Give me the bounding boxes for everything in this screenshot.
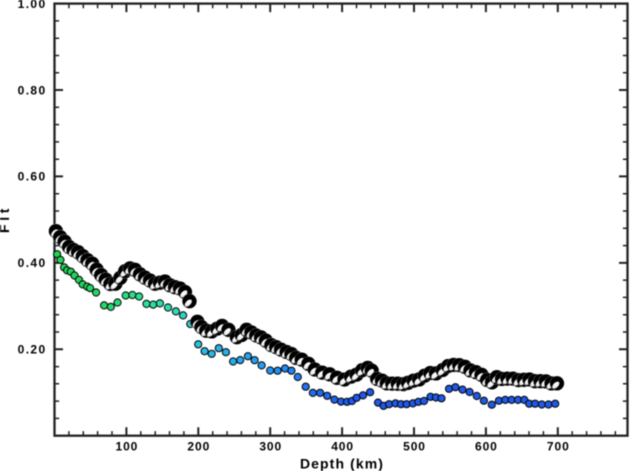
svg-text:0.20: 0.20 (18, 343, 47, 357)
svg-text:1.00: 1.00 (18, 0, 47, 11)
svg-text:700: 700 (547, 440, 570, 454)
svg-text:200: 200 (187, 440, 210, 454)
svg-text:0.40: 0.40 (18, 256, 47, 270)
svg-text:600: 600 (475, 440, 498, 454)
svg-text:0.60: 0.60 (18, 170, 47, 184)
svg-text:100: 100 (116, 440, 139, 454)
svg-text:0.80: 0.80 (18, 83, 47, 97)
svg-text:500: 500 (403, 440, 426, 454)
svg-text:300: 300 (259, 440, 282, 454)
svg-text:Depth (km): Depth (km) (300, 455, 384, 471)
svg-text:Flt: Flt (0, 205, 12, 233)
svg-text:400: 400 (331, 440, 354, 454)
